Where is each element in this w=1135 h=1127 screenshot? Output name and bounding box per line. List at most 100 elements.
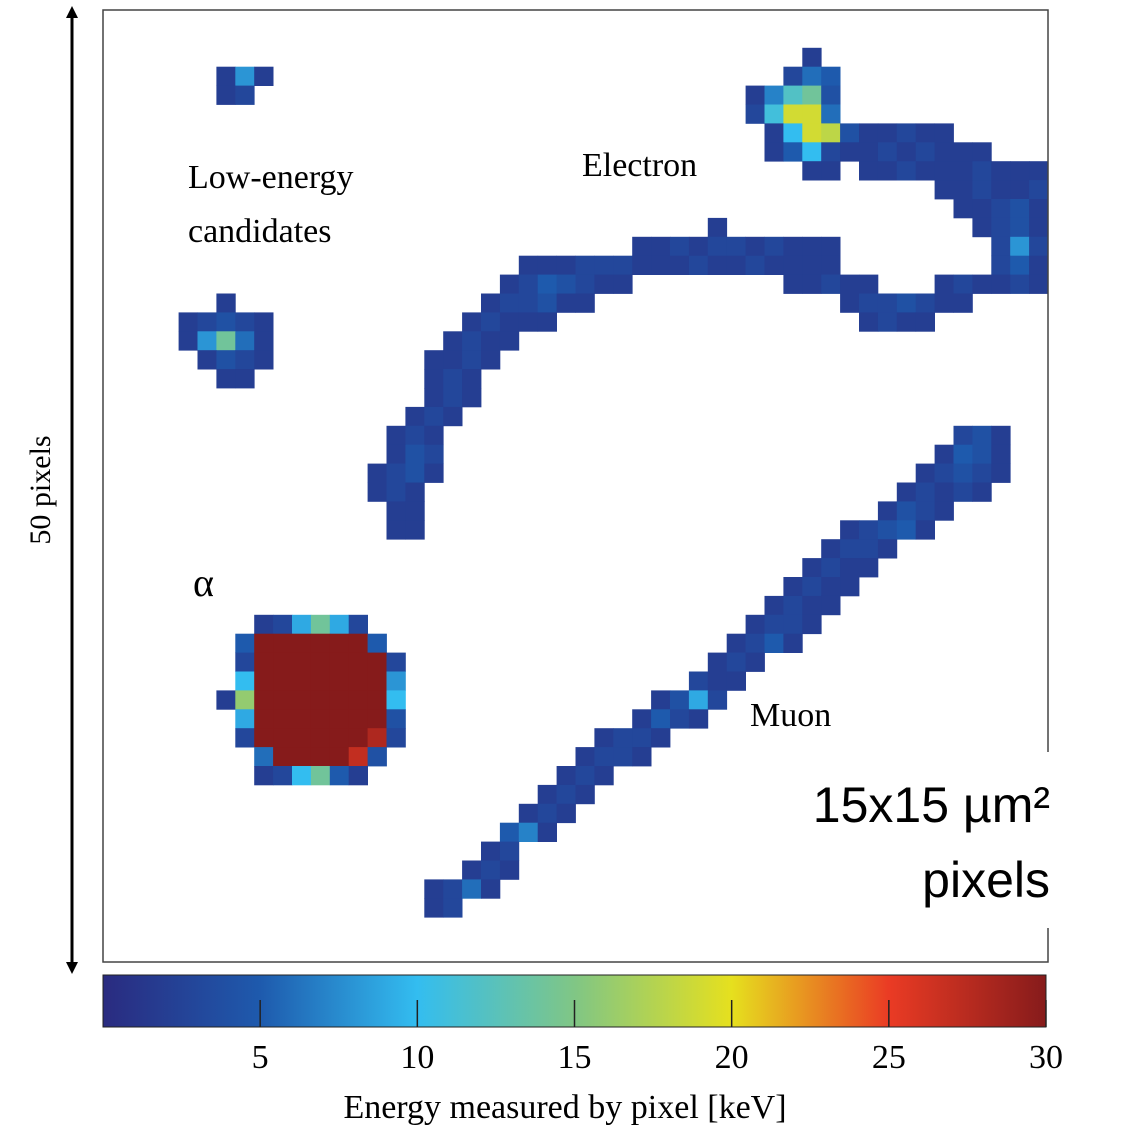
pixel (348, 690, 368, 710)
pixel (745, 85, 765, 105)
pixel (991, 463, 1011, 483)
pixel (386, 501, 406, 521)
pixel (707, 652, 728, 672)
pixel (953, 482, 973, 502)
pixel (235, 85, 255, 105)
pixel (424, 388, 444, 408)
pixel (821, 577, 841, 597)
pixel (915, 142, 935, 162)
pixel (802, 255, 822, 275)
pixel (254, 766, 274, 786)
pixel (1010, 161, 1030, 181)
pixel (934, 444, 954, 464)
pixel (292, 614, 312, 635)
pixel (386, 652, 406, 672)
pixel (896, 501, 917, 521)
pixel (915, 501, 935, 521)
pixel (707, 671, 728, 691)
pixel (934, 142, 954, 162)
pixel (367, 671, 387, 691)
pixel (575, 293, 595, 313)
pixel (310, 728, 331, 748)
pixel (613, 747, 633, 767)
pixel (1029, 161, 1049, 181)
pixel (594, 255, 614, 275)
pixel (670, 236, 690, 257)
pixel (877, 539, 898, 559)
pixel (934, 161, 954, 181)
pixel (745, 633, 765, 653)
pixel (877, 123, 898, 143)
pixel (575, 747, 595, 767)
pixel (915, 123, 935, 143)
pixel (688, 690, 709, 710)
pixel (254, 614, 274, 635)
pixel (462, 860, 482, 880)
pixel (254, 331, 274, 351)
pixel (764, 236, 784, 257)
colorbar-tick-label: 15 (558, 1039, 592, 1076)
pixel (707, 690, 728, 710)
pixel (481, 331, 501, 351)
pixel (915, 293, 935, 313)
pixel (481, 293, 501, 313)
pixel (783, 142, 803, 162)
pixel (386, 520, 406, 540)
colorbar-tick-label: 25 (872, 1039, 906, 1076)
pixel (821, 236, 841, 257)
pixel (972, 482, 992, 502)
pixel (1029, 274, 1049, 294)
pixel (802, 236, 822, 257)
frame (102, 9, 1049, 963)
pixel (367, 463, 387, 483)
pixel (443, 406, 463, 427)
pixel (991, 274, 1011, 294)
pixel (632, 709, 652, 729)
pixel (859, 123, 879, 143)
pixel (688, 709, 709, 729)
pixel (1010, 255, 1030, 275)
pixel (424, 425, 444, 446)
pixel (254, 350, 274, 370)
pixel (310, 690, 331, 710)
pixel (518, 255, 539, 275)
pixel (953, 199, 973, 219)
pixel (783, 633, 803, 653)
pixel (991, 236, 1011, 257)
pixel (651, 236, 671, 257)
pixel (273, 671, 293, 691)
pixel (764, 255, 784, 275)
y-axis-label: 50 pixels (24, 435, 57, 544)
pixel (953, 161, 973, 181)
pixel (235, 331, 255, 351)
pixel (802, 142, 822, 162)
pixel (896, 161, 917, 181)
pixel (707, 255, 728, 275)
pixel (443, 331, 463, 351)
pixel (537, 784, 557, 805)
pixel (859, 520, 879, 540)
pixel (216, 690, 236, 710)
pixel (915, 520, 935, 540)
pixel (499, 331, 520, 351)
pixel (235, 671, 255, 691)
pixel (518, 822, 539, 842)
pixel (991, 199, 1011, 219)
pixel (783, 595, 803, 616)
pixel (254, 728, 274, 748)
pixel (953, 180, 973, 200)
pixel (310, 633, 331, 653)
pixel (859, 312, 879, 332)
pixel (292, 633, 312, 653)
pixel (443, 388, 463, 408)
pixel (632, 747, 652, 767)
pixel (292, 766, 312, 786)
pixel (518, 803, 539, 824)
pixel (235, 728, 255, 748)
pixel (953, 444, 973, 464)
pixel (953, 463, 973, 483)
pixel (254, 690, 274, 710)
pixel (575, 274, 595, 294)
pixel (1029, 217, 1049, 238)
pixel (405, 520, 425, 540)
